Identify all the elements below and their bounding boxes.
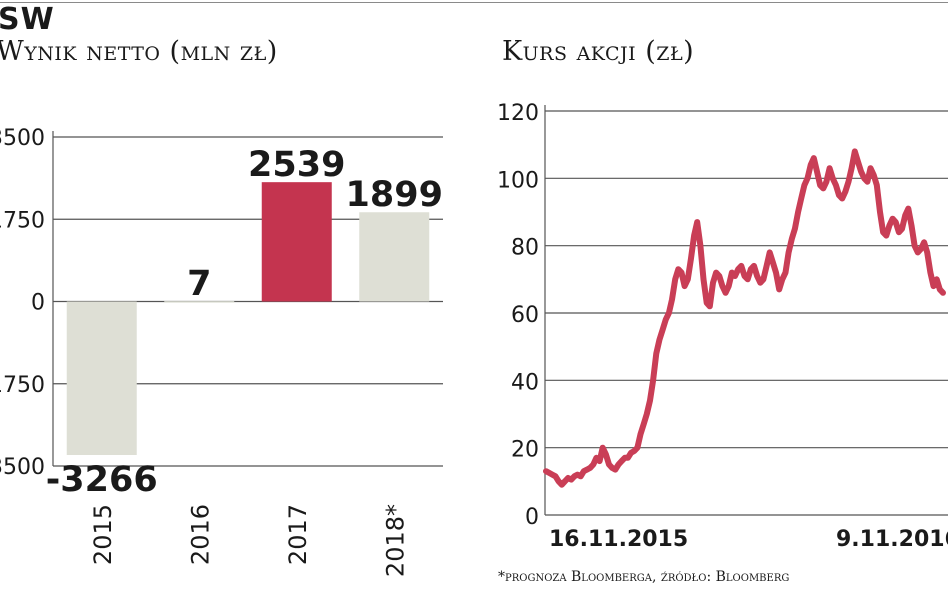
bar-x-category-label: 2015 bbox=[89, 504, 117, 565]
bar-x-category-label: 2018* bbox=[381, 504, 409, 577]
bar-y-tick-label: -3500 bbox=[0, 455, 45, 480]
bar-value-label: 2539 bbox=[248, 145, 345, 185]
bar-value-label: 7 bbox=[187, 264, 211, 304]
bar-y-tick-label: -1750 bbox=[0, 373, 45, 398]
bar-value-label: 1899 bbox=[346, 175, 443, 215]
brand-name: SW bbox=[0, 2, 55, 37]
bar-2017 bbox=[261, 182, 332, 302]
bar-2016 bbox=[164, 301, 235, 303]
bar-value-label: -3266 bbox=[46, 460, 158, 500]
bar-2015 bbox=[66, 301, 137, 456]
footnote: *prognoza Bloomberga, źródło: Bloomberg bbox=[498, 569, 790, 585]
line-y-tick-label: 100 bbox=[497, 168, 539, 193]
bar-y-tick-label: 3500 bbox=[0, 126, 45, 151]
bar-y-tick-label: 1750 bbox=[0, 208, 45, 233]
top-rule bbox=[0, 2, 948, 3]
line-y-tick-label: 80 bbox=[511, 236, 539, 261]
bar-chart-title: Wynik netto (mln zł) bbox=[0, 36, 278, 67]
bar-x-category-label: 2016 bbox=[186, 504, 214, 565]
line-y-tick-label: 0 bbox=[525, 505, 539, 530]
line-x-tick-label: 9.11.2016 bbox=[836, 527, 948, 552]
line-y-tick-label: 60 bbox=[511, 303, 539, 328]
line-y-tick-label: 40 bbox=[511, 370, 539, 395]
line-chart-title: Kurs akcji (zł) bbox=[502, 36, 695, 67]
line-y-tick-label: 20 bbox=[511, 438, 539, 463]
line-y-tick-label: 120 bbox=[497, 101, 539, 126]
share-price-series-line bbox=[543, 148, 946, 488]
bar-x-category-label: 2017 bbox=[284, 504, 312, 565]
bar-2018 bbox=[359, 212, 430, 302]
line-x-tick-label: 16.11.2015 bbox=[549, 527, 688, 552]
bar-y-tick-label: 0 bbox=[31, 291, 45, 316]
